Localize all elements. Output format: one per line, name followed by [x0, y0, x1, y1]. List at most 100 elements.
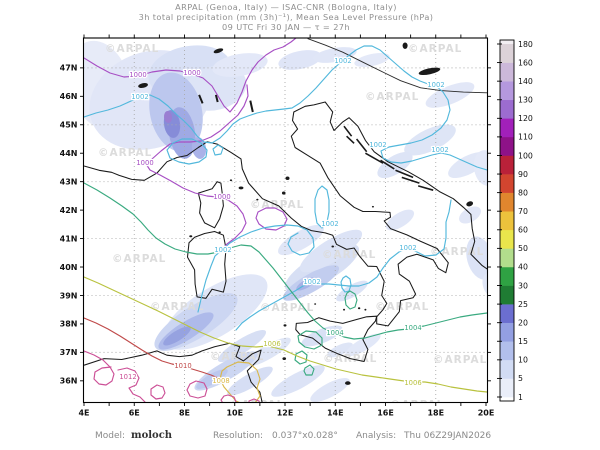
- title-line-1: ARPAL (Genoa, Italy) — ISAC-CNR (Bologna…: [175, 2, 397, 12]
- arpal-watermark: ©ARPAL: [430, 246, 484, 258]
- y-axis-label: 43N: [60, 177, 78, 186]
- colorbar-label: 15: [518, 337, 528, 346]
- y-axis-label: 37N: [60, 348, 78, 357]
- x-axis-label: 6E: [129, 409, 140, 418]
- isobar-1002: [166, 138, 208, 165]
- analysis-label: Analysis:: [356, 431, 397, 441]
- pressure-label-1002: 1002: [427, 81, 444, 89]
- isobar-1012: [84, 350, 115, 386]
- pressure-label-1002: 1002: [131, 93, 148, 101]
- isobar-1002: [235, 199, 452, 331]
- isobar-1012: [248, 398, 260, 402]
- map-title: ARPAL (Genoa, Italy) — ISAC-CNR (Bologna…: [0, 2, 572, 32]
- resolution-value: 0.037°x0.028°: [272, 431, 338, 441]
- resolution-label: Resolution:: [213, 431, 264, 441]
- colorbar: 1510152025304050607080901001101201301401…: [497, 39, 533, 402]
- arpal-watermark: ©ARPAL: [150, 301, 204, 313]
- isobar-1002: [212, 144, 224, 156]
- colorbar-label: 90: [518, 170, 528, 179]
- colorbar-label: 120: [518, 114, 533, 123]
- pressure-label-1004: 1004: [326, 329, 343, 337]
- x-axis-label: 4E: [78, 409, 89, 418]
- precipitation-shading: [84, 40, 487, 402]
- arpal-watermark: ©ARPAL: [433, 354, 487, 366]
- pressure-label-1004: 1004: [404, 324, 421, 332]
- colorbar-label: 80: [518, 188, 528, 197]
- colorbar-label: 50: [518, 244, 528, 253]
- colorbar-label: 25: [518, 300, 528, 309]
- pressure-label-1002: 1002: [214, 246, 231, 254]
- arpal-watermark: ©ARPAL: [323, 353, 377, 365]
- model-value: moloch: [131, 430, 173, 441]
- colorbar-label: 110: [518, 133, 533, 142]
- arpal-watermark: ©ARPAL: [112, 253, 166, 265]
- x-axis-label: 12E: [277, 409, 294, 418]
- y-axis-label: 45N: [60, 121, 78, 130]
- x-axis-label: 16E: [377, 409, 394, 418]
- isobar-1006: [84, 276, 487, 393]
- x-axis-label: 18E: [427, 409, 444, 418]
- title-line-2: 3h total precipitation (mm (3h)⁻¹), Mean…: [138, 12, 434, 22]
- map-frame: [80, 34, 491, 406]
- axis-ticks: [80, 34, 491, 406]
- isobar-1000: [145, 84, 249, 251]
- arpal-watermark: ©ARPAL: [365, 91, 419, 103]
- coastlines: [84, 101, 487, 402]
- colorbar-label: 100: [518, 151, 533, 160]
- isobar-1004: [344, 290, 358, 310]
- river-line: [307, 38, 487, 94]
- isobar-labels: 1000 1000 1000 1000 1002 1002 1002 1002 1002 1002…: [118, 56, 450, 388]
- y-axis-label: 44N: [60, 149, 78, 158]
- isobar-1000: [84, 38, 297, 113]
- gridlines: [84, 38, 487, 402]
- isobar-1000: [255, 207, 288, 231]
- pressure-label-1000: 1000: [136, 159, 153, 167]
- colorbar-label: 160: [518, 58, 533, 67]
- arpal-watermark: ©ARPAL: [98, 147, 152, 159]
- colorbar-label: 5: [518, 374, 523, 383]
- small-islands: [189, 179, 374, 385]
- pressure-label-1006: 1006: [263, 340, 280, 348]
- pressure-label-1000: 1000: [213, 193, 230, 201]
- arpal-watermark: ©ARPAL: [408, 43, 462, 55]
- pressure-label-1012: 1012: [119, 373, 136, 381]
- pressure-label-1002: 1002: [399, 244, 416, 252]
- arpal-watermark: ©ARPAL: [322, 249, 376, 261]
- x-axis-label: 10E: [226, 409, 243, 418]
- isobar-1012: [117, 367, 146, 402]
- colorbar-label: 140: [518, 77, 533, 86]
- x-axis-label: 20E: [478, 409, 495, 418]
- y-axis-label: 41N: [60, 234, 78, 243]
- y-axis-label: 46N: [60, 92, 78, 101]
- model-label: Model:: [95, 431, 126, 441]
- isobar-1004: [84, 182, 487, 340]
- isobar-1004: [297, 330, 323, 350]
- colorbar-label: 70: [518, 207, 528, 216]
- pressure-label-1008: 1008: [212, 377, 229, 385]
- pressure-label-1000: 1000: [129, 71, 146, 79]
- isobar-1002: [314, 185, 330, 229]
- pressure-label-1002: 1002: [334, 57, 351, 65]
- y-axis-label: 38N: [60, 320, 78, 329]
- pressure-label-1006: 1006: [404, 379, 421, 387]
- isobar-1002: [197, 224, 315, 313]
- colorbar-label: 60: [518, 226, 528, 235]
- x-axis-label: 14E: [327, 409, 344, 418]
- analysis-value: Thu 06Z29JAN2026: [404, 431, 492, 441]
- pressure-label-1002: 1002: [369, 141, 386, 149]
- y-axis-label: 47N: [60, 64, 78, 73]
- isobar-1010: [84, 317, 219, 379]
- arpal-watermark: ©ARPAL: [105, 43, 159, 55]
- isobar-1008: [219, 361, 261, 402]
- x-axis-labels: 4E 6E 8E 10E 12E 14E 16E 18E 20E: [78, 409, 494, 418]
- isobar-1012: [220, 394, 237, 402]
- pressure-label-1002: 1002: [321, 220, 338, 228]
- isobar-1004: [294, 350, 308, 365]
- arpal-watermark: ©ARPAL: [390, 399, 444, 411]
- pressure-label-1002: 1002: [431, 146, 448, 154]
- isobar-1002: [84, 45, 487, 171]
- y-axis-label: 39N: [60, 291, 78, 300]
- pressure-label-1010: 1010: [174, 362, 191, 370]
